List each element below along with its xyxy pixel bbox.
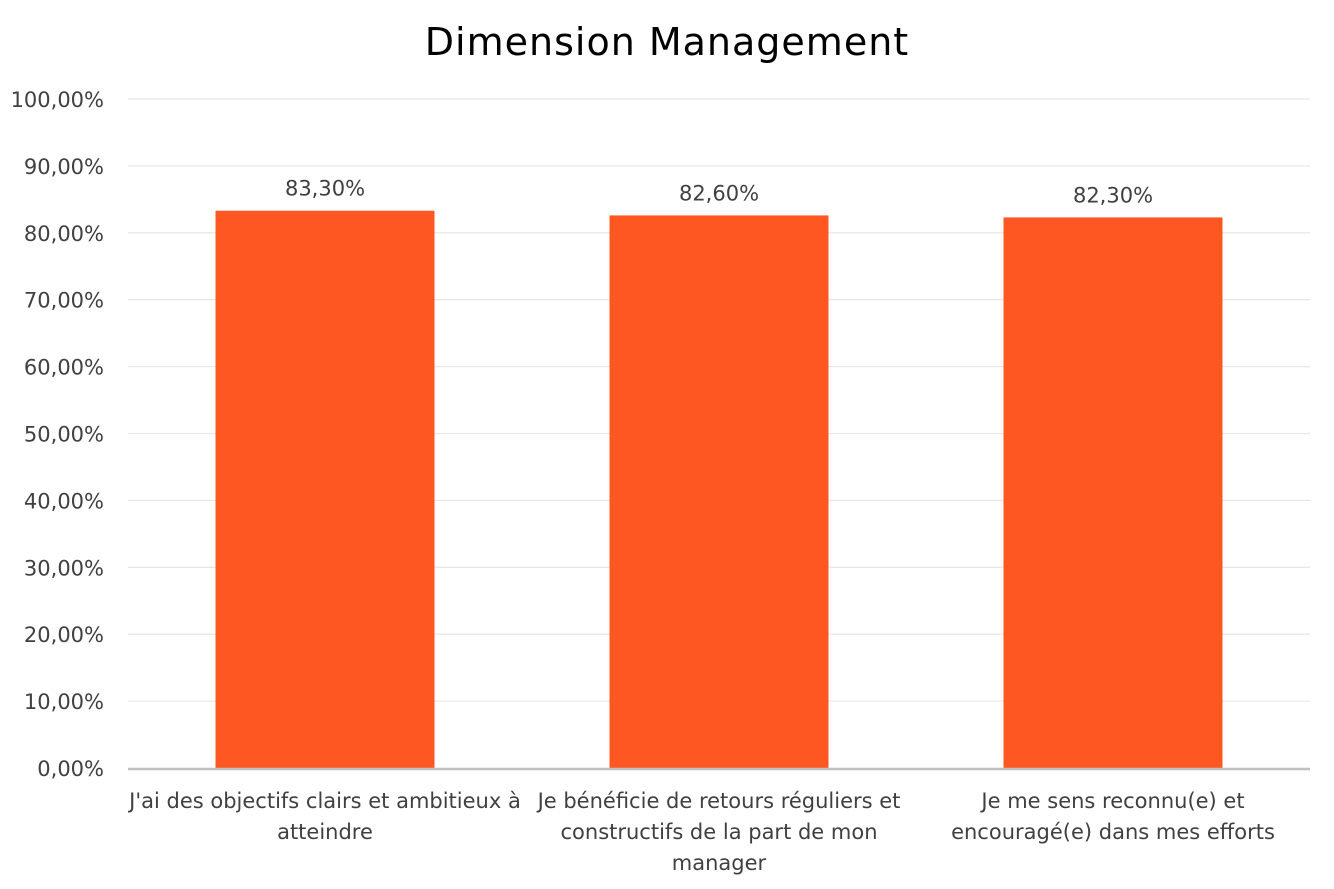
y-tick-label: 30,00% [24,556,104,580]
x-tick-label-line: J'ai des objectifs clairs et ambitieux à [127,789,521,813]
chart-title: Dimension Management [424,20,910,64]
data-label: 82,30% [1073,183,1153,207]
y-tick-label: 80,00% [24,222,104,246]
y-tick-label: 40,00% [24,489,104,513]
y-tick-label: 20,00% [24,623,104,647]
bars [215,210,1223,769]
data-label: 82,60% [679,181,759,205]
y-tick-label: 0,00% [37,757,104,781]
y-tick-label: 10,00% [24,690,104,714]
x-tick-label-line: Je me sens reconnu(e) et [979,789,1244,813]
y-tick-label: 70,00% [24,289,104,313]
x-tick-label-line: Je bénéficie de retours réguliers et [536,789,901,813]
x-tick-label-line: manager [672,851,767,875]
y-tick-label: 60,00% [24,356,104,380]
x-tick-label: J'ai des objectifs clairs et ambitieux à… [127,789,521,844]
bar [609,215,829,768]
x-axis-ticks: J'ai des objectifs clairs et ambitieux à… [127,789,1275,875]
x-tick-label-line: encouragé(e) dans mes efforts [951,820,1275,844]
y-tick-label: 50,00% [24,423,104,447]
y-tick-label: 90,00% [24,155,104,179]
x-tick-label: Je me sens reconnu(e) et encouragé(e) dan… [951,789,1275,844]
x-tick-label-line: atteindre [277,820,373,844]
x-tick-label-line: constructifs de la part de mon [560,820,877,844]
y-tick-label: 100,00% [11,88,104,112]
y-axis-ticks: 0,00% 10,00% 20,00% 30,00% 40,00% 50,00% 60,00… [11,88,104,781]
bar [1003,217,1223,769]
x-tick-label: Je bénéficie de retours réguliers et cons… [536,789,901,875]
bar [215,210,435,768]
data-labels: 83,30% 82,60% 82,30% [285,177,1153,208]
data-label: 83,30% [285,177,365,201]
